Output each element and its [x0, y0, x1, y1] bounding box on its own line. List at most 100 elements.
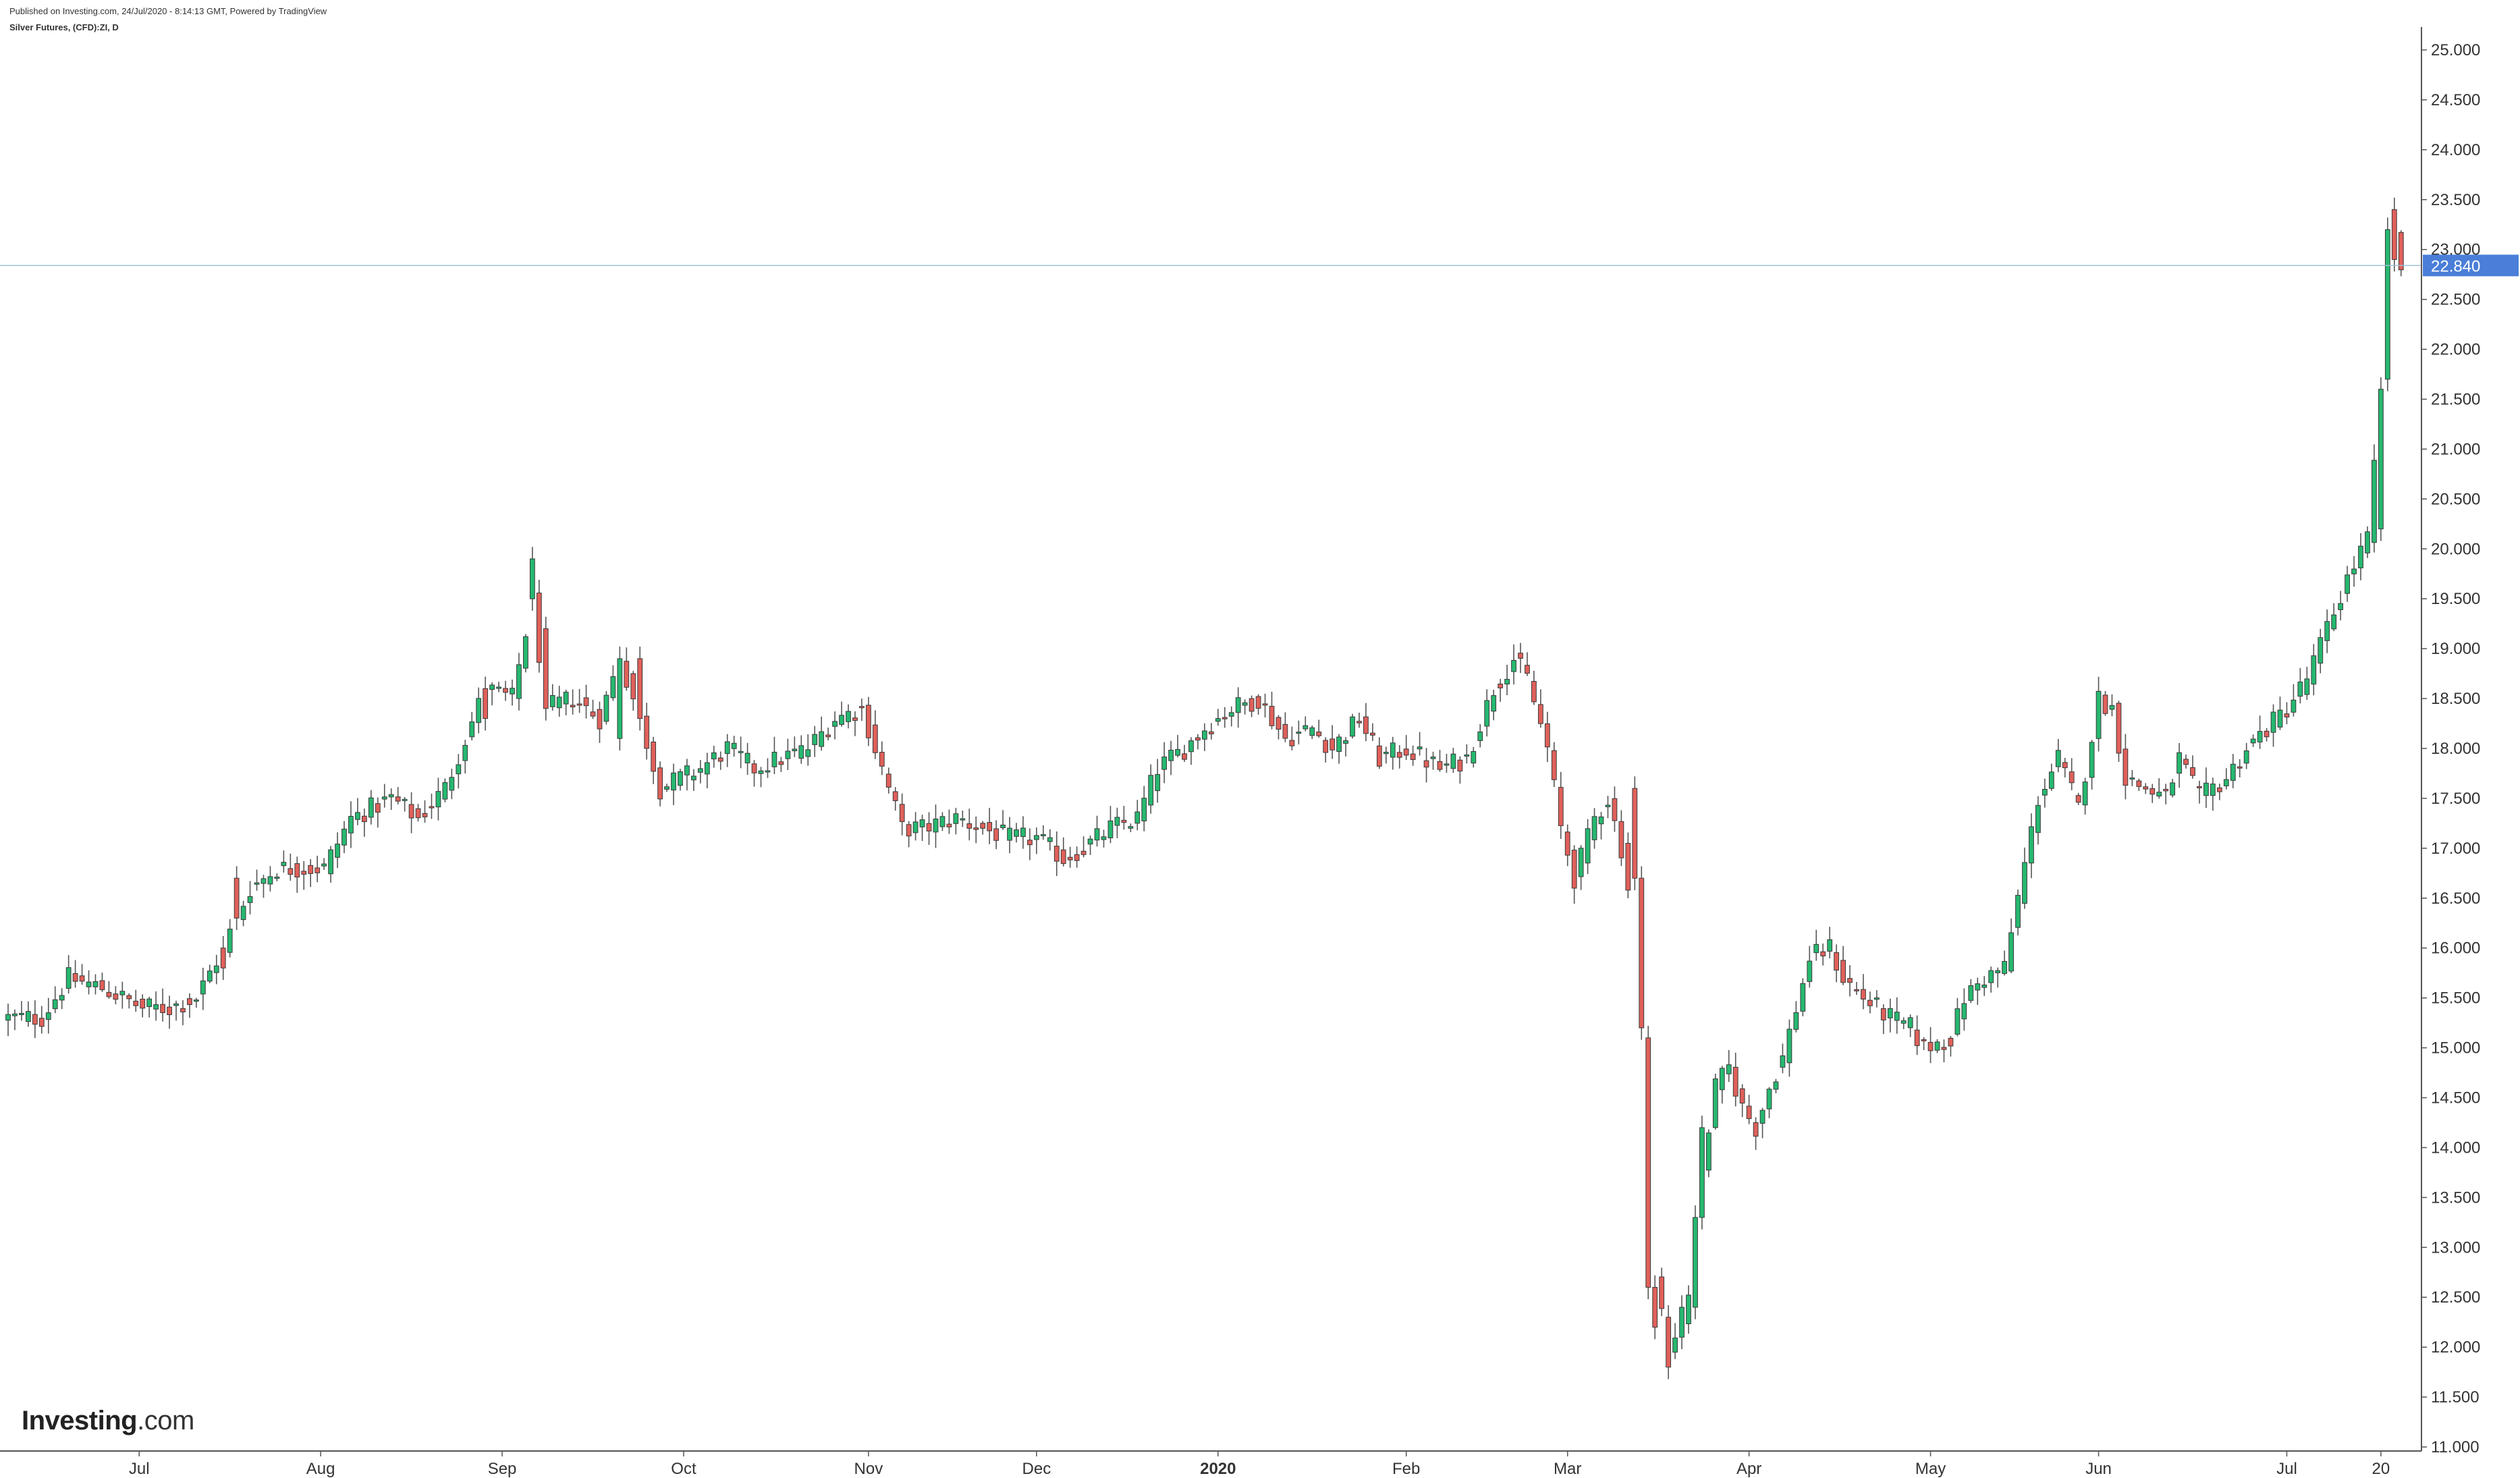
- candle: [52, 986, 58, 1014]
- candle: [1773, 1078, 1779, 1093]
- candle-body: [2022, 862, 2027, 904]
- candle-body: [1854, 989, 1859, 991]
- candle: [1732, 1052, 1738, 1107]
- candle: [859, 699, 865, 721]
- candle: [1369, 723, 1375, 741]
- candle-body: [1820, 951, 1826, 956]
- candle: [2109, 694, 2115, 717]
- candle-body: [2257, 731, 2263, 742]
- candle-body: [852, 717, 858, 721]
- candle-body: [1316, 732, 1322, 736]
- candle: [483, 676, 489, 731]
- candle-body: [355, 812, 360, 820]
- candle-body: [651, 741, 657, 772]
- candle: [946, 809, 952, 834]
- candle-body: [113, 993, 119, 1000]
- candle-body: [32, 1014, 38, 1025]
- candle: [1618, 810, 1624, 867]
- candle: [1410, 745, 1416, 766]
- candle: [79, 964, 85, 985]
- candle: [1403, 735, 1409, 761]
- candle-body: [1249, 698, 1255, 712]
- candle-body: [1753, 1122, 1759, 1137]
- candle: [1168, 740, 1174, 775]
- candle: [765, 758, 771, 778]
- candle-body: [711, 752, 717, 760]
- candle: [704, 752, 710, 789]
- candle: [1525, 652, 1530, 676]
- candle: [1060, 837, 1066, 867]
- candle-body: [1927, 1041, 1934, 1051]
- candle: [1531, 670, 1537, 705]
- candle: [1880, 1004, 1886, 1035]
- candle: [435, 777, 441, 821]
- candle-body: [2284, 713, 2290, 717]
- candle: [576, 688, 582, 713]
- candle-body: [973, 827, 979, 830]
- time-axis[interactable]: Jul Aug Sep Oct Nov Dec 2020 Feb Mar Apr May Jun Jul…: [0, 1450, 2421, 1478]
- candle-body: [933, 818, 939, 833]
- candle: [2170, 779, 2176, 798]
- candle: [832, 711, 838, 740]
- candle: [2055, 738, 2061, 773]
- candle: [119, 981, 126, 1009]
- candle-body: [92, 981, 99, 987]
- candle-body: [213, 965, 219, 973]
- candle: [1040, 825, 1046, 840]
- candle: [2331, 603, 2337, 632]
- y-tick-label: 22.500: [2431, 291, 2480, 309]
- candle-body: [2029, 826, 2034, 864]
- candle-body: [476, 698, 482, 723]
- candle-body: [1040, 834, 1046, 836]
- candle-body: [1195, 737, 1201, 741]
- candle: [1357, 712, 1362, 728]
- candle: [590, 699, 596, 719]
- candle: [1693, 1205, 1698, 1319]
- candle-body: [1148, 775, 1154, 806]
- candle: [200, 967, 206, 1010]
- y-tick-label: 15.000: [2431, 1039, 2480, 1058]
- candle-body: [1047, 837, 1053, 842]
- x-tick-label: Apr: [1736, 1460, 1761, 1478]
- candle-body: [1537, 704, 1543, 724]
- candle: [1900, 1017, 1907, 1029]
- candle: [1840, 946, 1846, 985]
- candle-body: [301, 871, 307, 875]
- candle-body: [691, 775, 696, 781]
- candle-body: [1033, 835, 1039, 840]
- candle-body: [570, 705, 576, 707]
- candle-body: [1666, 1317, 1672, 1368]
- candle: [12, 1009, 18, 1031]
- candle: [657, 761, 663, 806]
- candle: [717, 751, 723, 770]
- candle-body: [19, 1012, 24, 1015]
- candle: [2176, 743, 2182, 788]
- candle: [2372, 444, 2377, 553]
- candle: [2102, 690, 2108, 716]
- candle: [1766, 1087, 1772, 1118]
- candle: [294, 856, 300, 893]
- candle-body: [167, 1006, 172, 1016]
- candle-body: [1457, 759, 1463, 772]
- candle: [1303, 716, 1309, 732]
- candle: [1215, 709, 1221, 726]
- candle: [885, 767, 892, 794]
- candle: [1726, 1049, 1732, 1083]
- candle: [375, 797, 381, 828]
- price-axis[interactable]: 11.000 11.500 12.000 12.500 13.000 13.500 14.0…: [2421, 27, 2519, 1456]
- candle: [1114, 807, 1120, 838]
- candle-body: [200, 980, 206, 995]
- candle: [1612, 786, 1618, 832]
- candle: [1975, 977, 1981, 1006]
- candle-body: [1464, 755, 1470, 757]
- candle-body: [966, 823, 973, 829]
- candle: [308, 859, 314, 887]
- candle: [1705, 1129, 1711, 1178]
- candle-body: [563, 692, 569, 705]
- candle-body: [865, 705, 871, 738]
- candle: [167, 995, 172, 1029]
- candle-body: [1907, 1017, 1913, 1029]
- candle: [744, 742, 750, 775]
- candle: [1121, 806, 1127, 830]
